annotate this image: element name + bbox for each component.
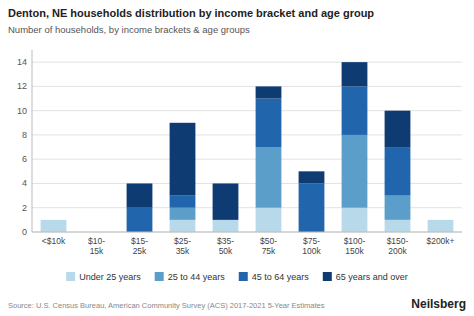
legend-label: Under 25 years — [79, 272, 141, 282]
subtitle: Number of households, by income brackets… — [8, 24, 250, 35]
y-tick-label: 0 — [22, 227, 27, 237]
bar-segment — [385, 220, 411, 232]
legend-swatch — [239, 272, 248, 281]
bar-segment — [256, 99, 282, 148]
bar-segment — [299, 171, 325, 183]
bar-segment — [127, 183, 153, 207]
y-tick-label: 4 — [22, 178, 27, 188]
x-tick-label: <$10k — [42, 236, 66, 246]
bar-segment — [428, 220, 454, 232]
legend-label: 45 to 64 years — [252, 272, 310, 282]
bar-segment — [41, 219, 67, 220]
bar-segment — [299, 183, 325, 232]
bar-segment — [170, 208, 196, 220]
x-tick-label: $200k+ — [426, 236, 454, 246]
y-tick-label: 8 — [22, 130, 27, 140]
x-axis-line — [32, 232, 462, 233]
y-tick-label: 14 — [17, 57, 27, 67]
grid — [32, 62, 462, 232]
bar-segment — [41, 219, 67, 220]
bar-segment — [385, 111, 411, 147]
bar-segment — [170, 123, 196, 196]
title: Denton, NE households distribution by in… — [8, 7, 374, 19]
source: Source: U.S. Census Bureau, American Com… — [8, 301, 325, 310]
bar-segment — [385, 147, 411, 196]
legend-swatch — [66, 272, 75, 281]
bar-segment — [170, 196, 196, 208]
legend-swatch — [323, 272, 332, 281]
bar-segment — [342, 86, 368, 135]
x-tick-label: $35-50k — [217, 236, 234, 256]
brand: Neilsberg — [411, 297, 466, 311]
bar-segment — [385, 196, 411, 220]
y-tick-label: 10 — [17, 106, 27, 116]
bar-segment — [41, 220, 67, 232]
x-tick-label: $15-25k — [131, 236, 148, 256]
legend-swatch — [155, 272, 164, 281]
bar-segment — [428, 219, 454, 220]
bar-segment — [342, 62, 368, 86]
legend-label: 25 to 44 years — [168, 272, 226, 282]
bar-segment — [213, 220, 239, 232]
bar-segment — [127, 208, 153, 232]
x-tick-label: $10-15k — [88, 236, 105, 256]
x-tick-label: $25-35k — [174, 236, 191, 256]
chart: Denton, NE households distribution by in… — [0, 0, 474, 316]
bar-segment — [342, 208, 368, 232]
grid-line — [32, 86, 462, 87]
bar-segment — [428, 219, 454, 220]
bar-segment — [256, 208, 282, 232]
bar-segment — [342, 135, 368, 208]
y-tick-label: 6 — [22, 154, 27, 164]
bar-segment — [256, 147, 282, 208]
bar-segment — [428, 219, 454, 220]
bar-segment — [256, 86, 282, 98]
bar-segment — [170, 220, 196, 232]
grid-line — [32, 62, 462, 63]
legend: Under 25 years 25 to 44 years 45 to 64 yea… — [66, 272, 408, 282]
y-tick-label: 2 — [22, 203, 27, 213]
x-tick-label: $100-150k — [344, 236, 366, 256]
legend-label: 65 years and over — [336, 272, 408, 282]
bar-segment — [213, 183, 239, 219]
bars — [41, 62, 454, 232]
x-tick-label: $50-75k — [260, 236, 277, 256]
y-axis-line — [32, 50, 33, 232]
x-tick-label: $75-100k — [302, 236, 321, 256]
bar-segment — [41, 219, 67, 220]
grid-line — [32, 232, 462, 233]
y-tick-label: 12 — [17, 81, 27, 91]
x-tick-label: $150-200k — [387, 236, 409, 256]
